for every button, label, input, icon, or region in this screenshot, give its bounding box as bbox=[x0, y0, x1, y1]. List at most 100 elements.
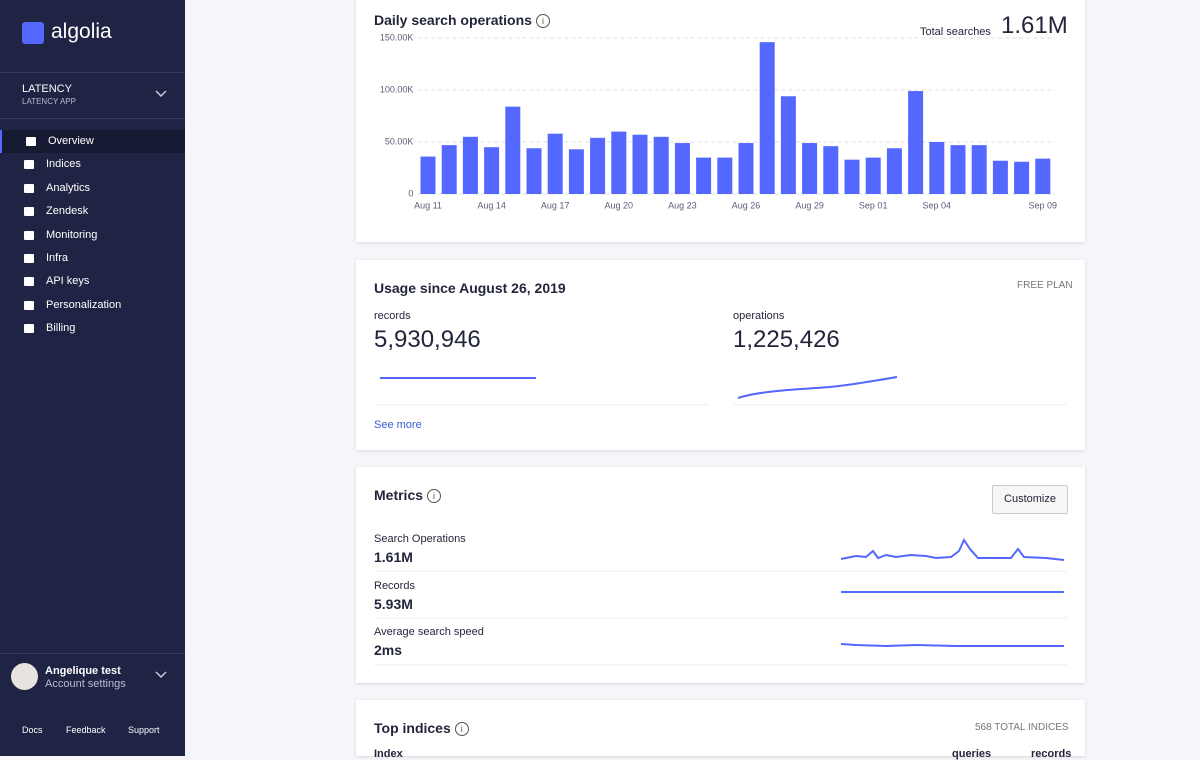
top-indices-card: Top indices i 568 TOTAL INDICES Index que… bbox=[356, 700, 1085, 760]
title-text: Top indices bbox=[374, 720, 451, 736]
bar bbox=[674, 143, 690, 194]
x-tick-label: Aug 29 bbox=[795, 200, 824, 210]
metric-label: Search Operations bbox=[374, 533, 466, 545]
info-icon[interactable]: i bbox=[535, 14, 550, 29]
nav-icon bbox=[24, 183, 34, 193]
nav-item[interactable]: Analytics bbox=[0, 177, 185, 200]
x-tick-label: Sep 09 bbox=[1029, 200, 1058, 210]
x-tick-label: Sep 01 bbox=[859, 200, 888, 210]
bar bbox=[590, 137, 606, 194]
usage-sparklines bbox=[374, 376, 1067, 406]
nav-item[interactable]: Indices bbox=[0, 153, 185, 176]
divider bbox=[0, 118, 185, 119]
records-value: 5,930,946 bbox=[374, 326, 481, 353]
bar bbox=[505, 106, 521, 194]
nav-icon bbox=[24, 207, 34, 217]
info-icon[interactable]: i bbox=[454, 722, 469, 737]
operations-label: operations bbox=[733, 310, 785, 322]
sidebar: algolia LATENCY LATENCY APP Overview Indi… bbox=[0, 0, 185, 756]
bar bbox=[568, 149, 584, 194]
bar bbox=[780, 96, 796, 194]
nav-label: Billing bbox=[46, 322, 76, 335]
total-value: 1.61M bbox=[1001, 12, 1068, 39]
bar bbox=[865, 157, 881, 194]
logo-icon bbox=[22, 22, 44, 44]
nav-icon bbox=[24, 254, 34, 263]
chevron[interactable] bbox=[154, 670, 168, 680]
daily-search-card: Daily search operations i Total searches … bbox=[356, 0, 1085, 242]
bar bbox=[611, 131, 627, 194]
footer-link[interactable]: Feedback bbox=[66, 725, 106, 735]
column-header: Index bbox=[374, 748, 403, 760]
operations-value: 1,225,426 bbox=[733, 326, 840, 353]
nav-label: Zendesk bbox=[46, 205, 89, 218]
avatar bbox=[11, 663, 38, 690]
bar bbox=[441, 145, 457, 194]
metric-label: Average search speed bbox=[374, 626, 484, 638]
column-header: queries bbox=[952, 748, 992, 760]
bar bbox=[971, 145, 987, 194]
logo: algolia bbox=[51, 20, 112, 43]
card-title: Top indices i bbox=[374, 720, 469, 737]
title-text: Daily search operations bbox=[374, 12, 532, 28]
column-header: records bbox=[1031, 748, 1072, 760]
card-title: Metrics i bbox=[374, 487, 442, 504]
metric-value: 1.61M bbox=[374, 549, 413, 565]
nav-label: Indices bbox=[46, 158, 81, 171]
total-label: Total searches bbox=[920, 26, 991, 38]
y-tick-label: 150.00K bbox=[380, 32, 414, 42]
metric-label: Records bbox=[374, 580, 415, 592]
divider bbox=[0, 72, 185, 73]
x-tick-label: Aug 26 bbox=[732, 200, 761, 210]
customize-button[interactable]: Customize bbox=[992, 485, 1068, 514]
divider bbox=[0, 653, 185, 654]
x-tick-label: Aug 11 bbox=[414, 200, 442, 210]
bar bbox=[1035, 158, 1051, 194]
card-title: Daily search operations i bbox=[374, 12, 550, 29]
nav-item[interactable]: Monitoring bbox=[0, 224, 185, 247]
metrics-card: Metrics i Customize Search Operations 1.6… bbox=[356, 467, 1085, 683]
plan: FREE PLAN bbox=[1017, 280, 1073, 291]
footer-link[interactable]: Docs bbox=[22, 725, 43, 735]
bar bbox=[653, 136, 669, 194]
x-tick-label: Aug 14 bbox=[477, 200, 506, 210]
bar bbox=[802, 143, 818, 194]
info-icon[interactable]: i bbox=[427, 489, 442, 504]
nav-label: API keys bbox=[46, 275, 90, 288]
x-tick-label: Aug 20 bbox=[605, 200, 634, 210]
nav-icon bbox=[24, 160, 34, 170]
nav-icon bbox=[24, 300, 34, 310]
bar bbox=[886, 148, 902, 194]
bar bbox=[717, 157, 733, 194]
account-link[interactable]: Account settings bbox=[45, 678, 126, 690]
bar bbox=[738, 143, 754, 194]
index-count: 568 TOTAL INDICES bbox=[975, 722, 1069, 733]
nav-item[interactable]: Infra bbox=[0, 247, 185, 270]
nav-item[interactable]: Billing bbox=[0, 317, 185, 340]
nav-item[interactable]: Zendesk bbox=[0, 200, 185, 223]
bar bbox=[420, 156, 436, 194]
y-tick-label: 50.00K bbox=[385, 136, 414, 146]
nav-item[interactable]: Overview bbox=[0, 130, 185, 153]
bar bbox=[1014, 161, 1030, 194]
metric-value: 5.93M bbox=[374, 596, 413, 612]
bar bbox=[823, 146, 839, 194]
x-tick-label: Aug 17 bbox=[541, 200, 570, 210]
nav-label: Infra bbox=[46, 252, 69, 264]
nav-label: Overview bbox=[48, 135, 94, 147]
app-subtitle: LATENCY APP bbox=[22, 97, 76, 106]
bar bbox=[632, 134, 648, 194]
nav-item[interactable]: Personalization bbox=[0, 294, 185, 317]
nav-icon bbox=[24, 324, 34, 334]
nav-label: Personalization bbox=[46, 298, 122, 311]
chevron[interactable] bbox=[154, 89, 168, 99]
bar bbox=[526, 148, 542, 194]
see-more[interactable]: See more bbox=[374, 419, 422, 431]
nav-icon bbox=[26, 137, 36, 146]
x-tick-label: Sep 04 bbox=[923, 200, 952, 210]
app-name[interactable]: LATENCY bbox=[22, 83, 72, 95]
bar bbox=[484, 147, 500, 194]
footer-link[interactable]: Support bbox=[128, 725, 160, 735]
nav-item[interactable]: API keys bbox=[0, 270, 185, 293]
